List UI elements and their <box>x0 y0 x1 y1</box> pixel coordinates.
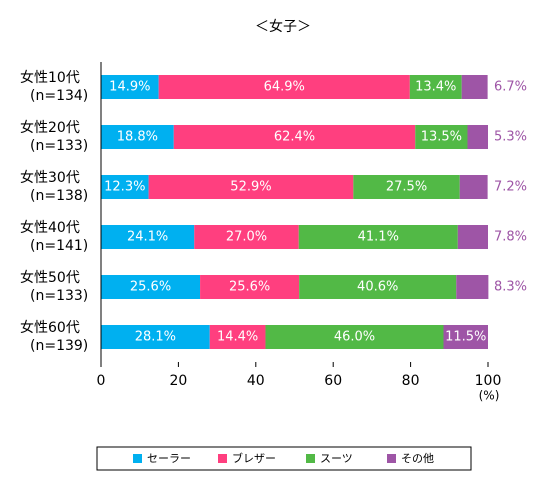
value-label: 11.5% <box>445 330 486 345</box>
category-label: (n=134) <box>30 88 88 104</box>
bar-segment <box>209 325 266 349</box>
legend-swatch <box>133 454 142 463</box>
category-label: 女性50代 <box>20 269 80 286</box>
value-label: 25.6% <box>130 280 171 295</box>
x-tick-label: 0 <box>97 373 106 389</box>
legend-label: セーラー <box>147 452 191 465</box>
value-label: 13.4% <box>415 80 456 95</box>
bar-segment <box>415 125 468 149</box>
bar-segment <box>461 75 488 99</box>
category-label: 女性20代 <box>20 119 80 136</box>
bar-segment <box>459 175 488 199</box>
x-tick-label: 40 <box>247 373 265 389</box>
value-label: 14.9% <box>109 80 150 95</box>
legend-label: その他 <box>401 452 434 465</box>
value-label: 7.2% <box>494 180 527 195</box>
bar-segment <box>101 325 210 349</box>
category-label: (n=139) <box>30 338 88 354</box>
category-label: (n=141) <box>30 238 88 254</box>
bar-segment <box>148 175 354 199</box>
value-label: 8.3% <box>494 280 527 295</box>
bar-segment <box>101 125 174 149</box>
value-label: 24.1% <box>127 230 168 245</box>
value-label: 14.4% <box>217 330 258 345</box>
bar-segment <box>158 75 410 99</box>
bar-segment <box>467 125 488 149</box>
legend-label: ブレザー <box>232 451 276 465</box>
category-label: (n=133) <box>30 138 88 154</box>
bar-segment <box>173 125 416 149</box>
value-label: 6.7% <box>494 80 527 95</box>
value-label: 46.0% <box>334 330 375 345</box>
chart-title: ＜女子＞ <box>255 18 311 35</box>
value-label: 40.6% <box>357 280 398 295</box>
value-label: 7.8% <box>494 230 527 245</box>
bar-segment <box>101 75 159 99</box>
bar-segment <box>101 275 201 299</box>
value-label: 5.3% <box>494 130 527 145</box>
bar-segment <box>457 225 488 249</box>
bar-segment <box>353 175 460 199</box>
value-label: 18.8% <box>117 130 158 145</box>
category-label: (n=133) <box>30 288 88 304</box>
value-label: 13.5% <box>421 130 462 145</box>
category-label: 女性10代 <box>20 69 80 86</box>
value-label: 25.6% <box>229 280 270 295</box>
value-label: 27.0% <box>226 230 267 245</box>
category-label: 女性60代 <box>20 319 80 336</box>
bar-segment <box>265 325 444 349</box>
bar-segment <box>409 75 462 99</box>
value-label: 52.9% <box>230 180 271 195</box>
x-tick-label: 20 <box>169 373 187 389</box>
value-label: 12.3% <box>104 180 145 195</box>
bar-segment <box>200 275 300 299</box>
legend-swatch <box>387 454 396 463</box>
bar-segment <box>443 325 488 349</box>
legend-swatch <box>306 454 315 463</box>
category-label: (n=138) <box>30 188 88 204</box>
x-tick-label: 100 <box>475 373 502 389</box>
legend-box <box>96 446 472 471</box>
category-label: 女性30代 <box>20 169 80 186</box>
value-label: 28.1% <box>135 330 176 345</box>
legend-label: スーツ <box>320 452 353 465</box>
value-label: 27.5% <box>386 180 427 195</box>
value-label: 62.4% <box>274 130 315 145</box>
bar-segment <box>101 225 195 249</box>
bar-segment <box>194 225 299 249</box>
bar-segment <box>456 275 489 299</box>
x-axis-label: (%) <box>479 389 500 403</box>
value-label: 64.9% <box>264 80 305 95</box>
x-tick-label: 60 <box>324 373 342 389</box>
category-label: 女性40代 <box>20 219 80 236</box>
bar-segment <box>101 175 149 199</box>
bar-segment <box>299 275 457 299</box>
x-tick-label: 80 <box>402 373 420 389</box>
bar-segment <box>298 225 458 249</box>
legend-swatch <box>218 454 227 463</box>
value-label: 41.1% <box>358 230 399 245</box>
